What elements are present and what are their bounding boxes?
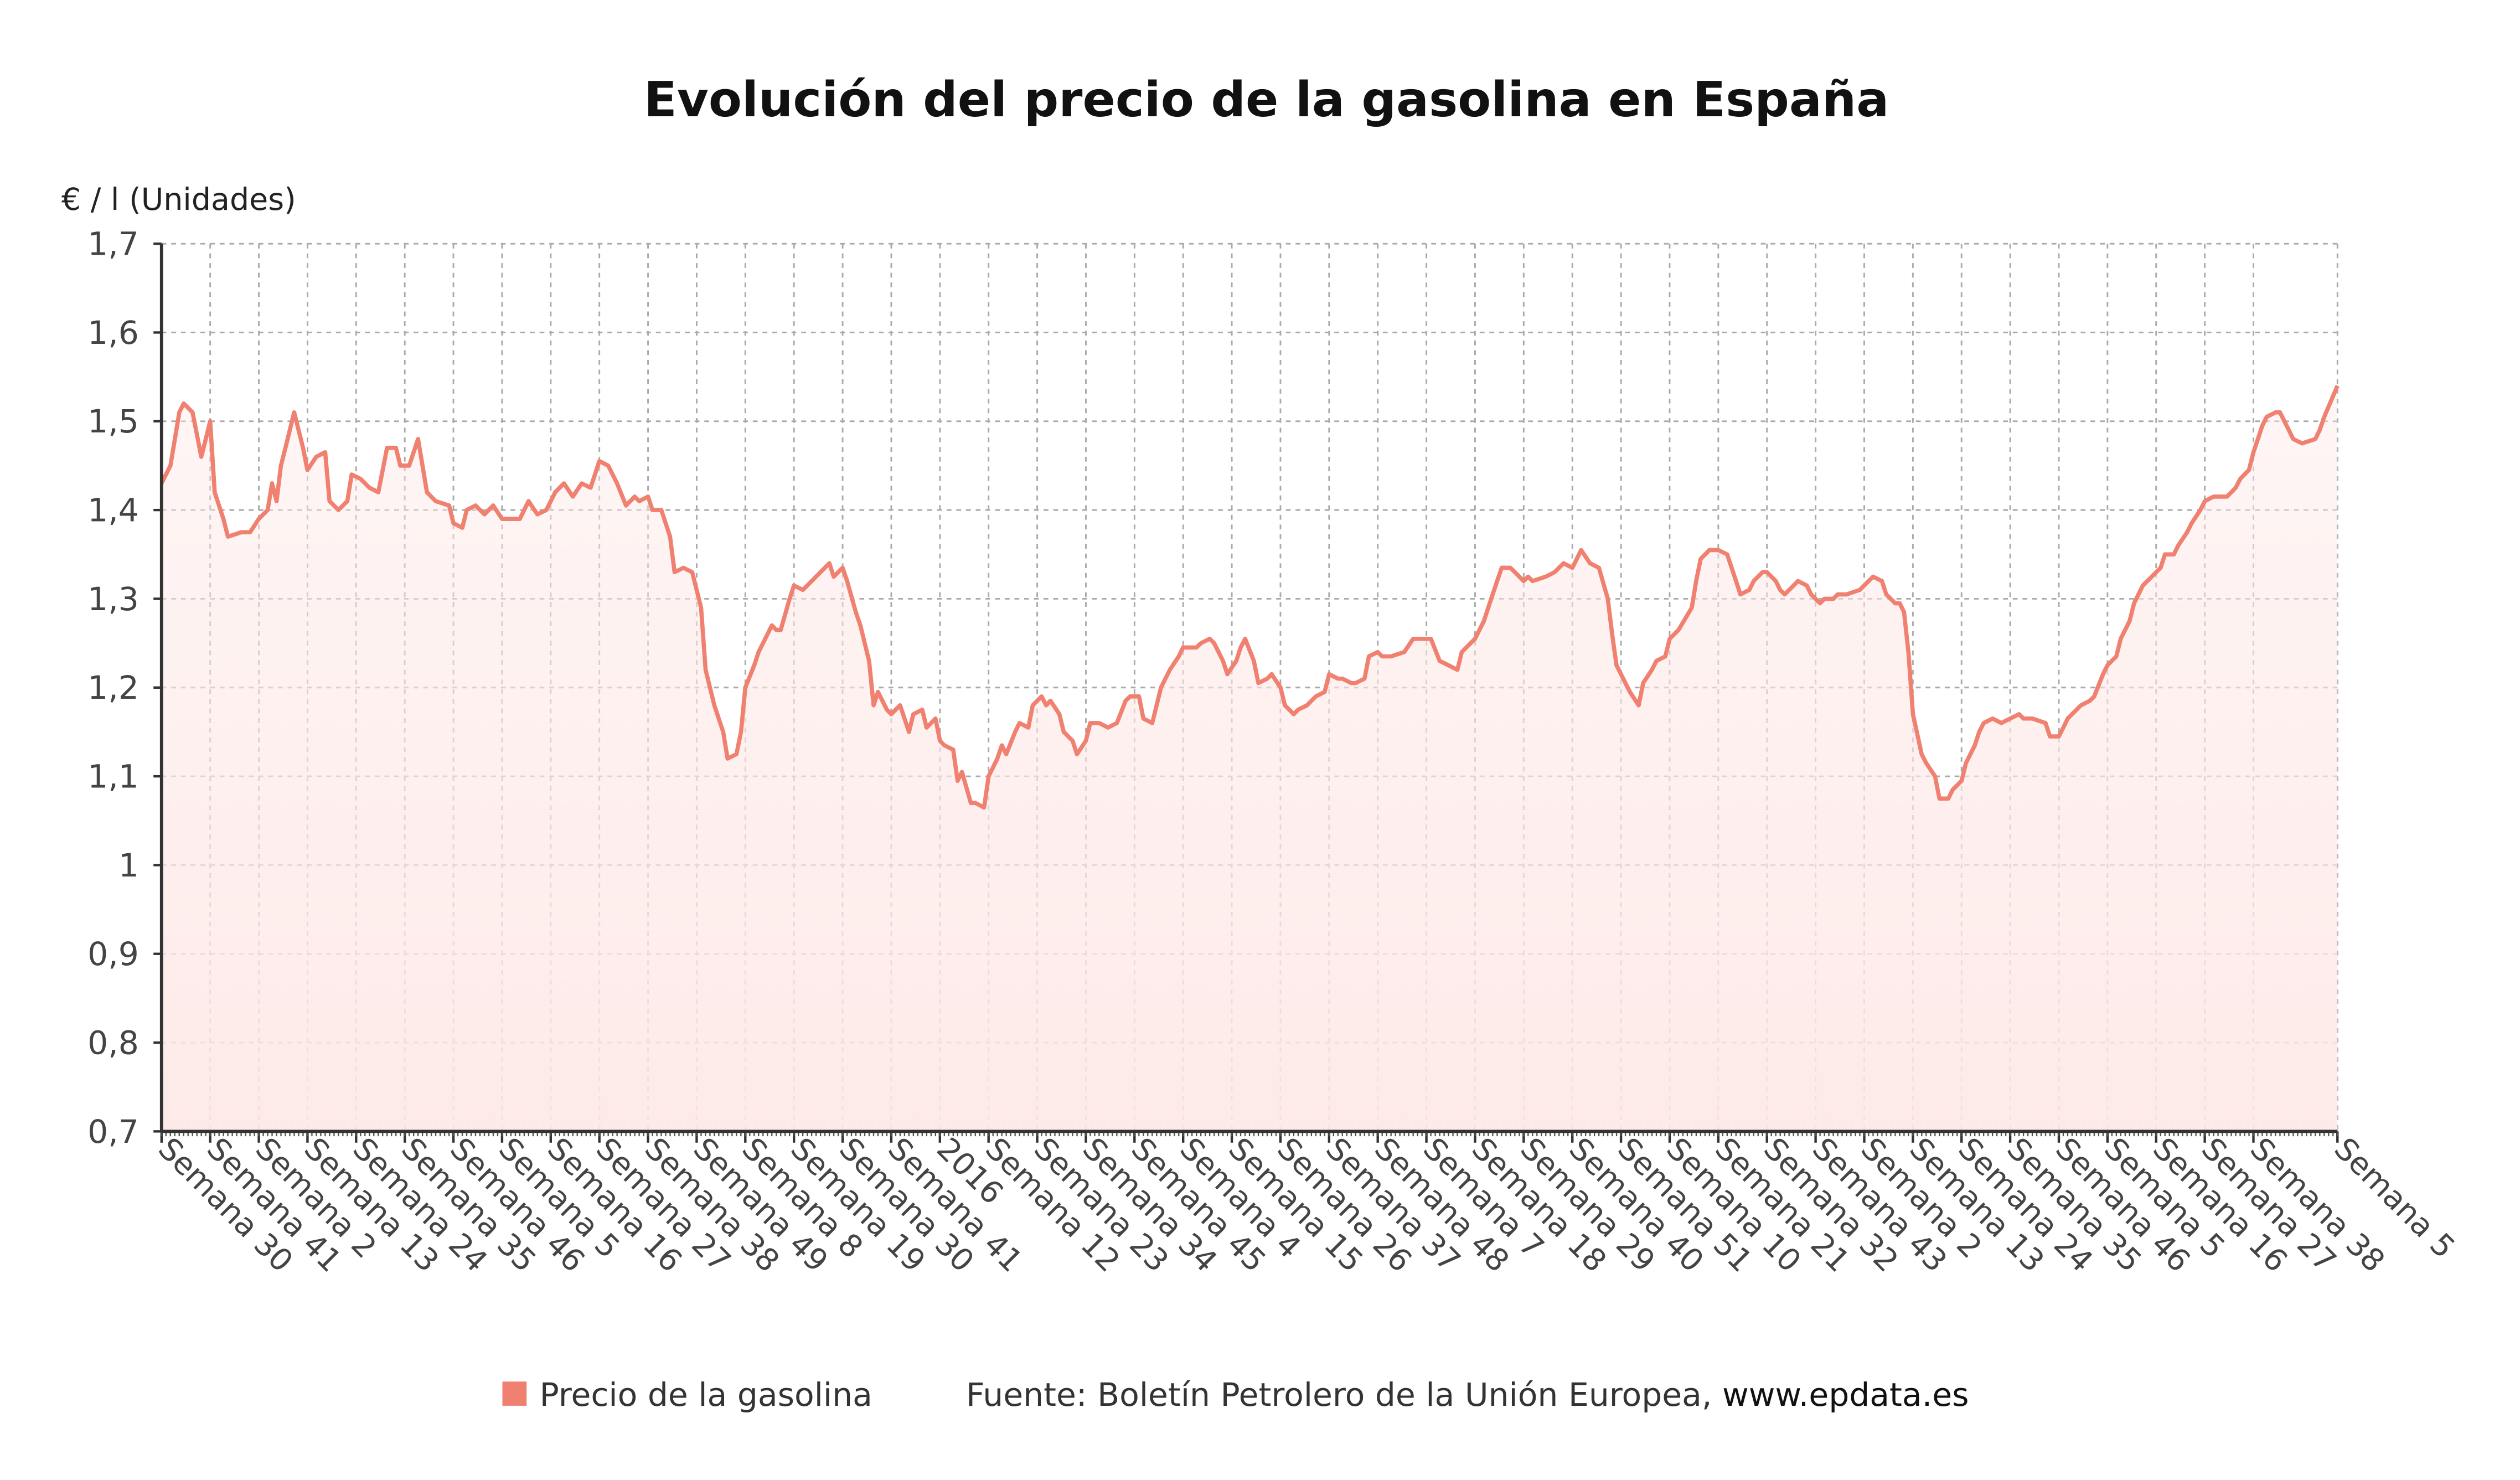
y-tick-label: 1 [118,847,139,884]
y-tick-label: 1,2 [87,669,139,707]
axes [153,242,2339,1143]
series-area [161,385,2338,1132]
chart-title: Evolución del precio de la gasolina en E… [644,71,1889,128]
y-tick-label: 1,6 [87,314,139,352]
y-tick-label: 0,8 [87,1024,139,1061]
legend: Precio de la gasolina Fuente: Boletín Pe… [502,1376,1969,1414]
source-text: Fuente: Boletín Petrolero de la Unión Eu… [966,1376,1722,1414]
y-tick-label: 1,7 [87,225,139,263]
y-axis-label: € / l (Unidades) [61,182,296,218]
y-tick-label: 0,7 [87,1113,139,1151]
y-tick-label: 1,1 [87,758,139,796]
y-tick-label: 1,5 [87,403,139,440]
y-tick-labels: 0,7 0,8 0,9 1 1,1 1,2 1,3 1,4 1,5 1,6 1,7 [87,225,139,1151]
legend-source: Fuente: Boletín Petrolero de la Unión Eu… [966,1376,1969,1414]
series-line [159,385,2340,810]
y-tick-label: 0,9 [87,935,139,973]
y-tick-label: 1,3 [87,580,139,618]
source-link[interactable]: www.epdata.es [1722,1376,1969,1414]
legend-swatch [502,1381,527,1406]
y-tick-label: 1,4 [87,492,139,529]
legend-series-label: Precio de la gasolina [540,1376,872,1414]
